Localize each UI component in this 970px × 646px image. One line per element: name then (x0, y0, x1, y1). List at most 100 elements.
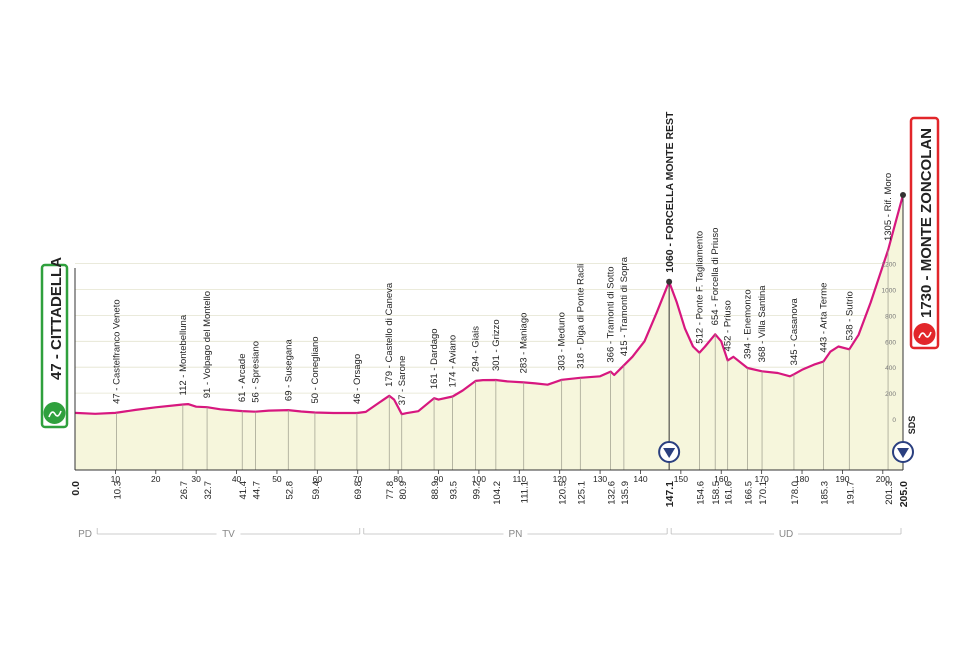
waypoint-label: 443 - Arta Terme (818, 283, 829, 353)
y-tick-label: 200 (885, 391, 896, 398)
waypoint-label: 56 - Spresiano (251, 341, 262, 403)
waypoint-label: 366 - Tramonti di Sotto (606, 266, 617, 362)
x-tick-label: 30 (191, 474, 201, 484)
province-label-bg (73, 527, 98, 539)
province-label-bg (216, 527, 241, 539)
waypoint-km-label: 191.7 (845, 481, 856, 505)
waypoint-km-label: 158.5 (711, 481, 722, 505)
y-tick-label: 400 (885, 365, 896, 372)
waypoint-label: 174 - Aviano (448, 335, 459, 388)
x-tick-label: 180 (795, 474, 809, 484)
x-tick-label: 200 (876, 474, 890, 484)
waypoint-km-label: 201.3 (884, 481, 895, 505)
province-label: TV (222, 529, 235, 540)
finish-flag-glyph (918, 331, 932, 339)
waypoint-label: 161 - Dardago (429, 328, 440, 389)
x-tick-label: 70 (353, 474, 363, 484)
waypoint-label: 47 - Castelfranco Veneto (112, 299, 123, 404)
waypoint-km-label: 80.9 (398, 481, 409, 500)
waypoint-label: 303 - Meduno (557, 312, 568, 371)
finish-badge-text: 1730 - MONTE ZONCOLAN (918, 128, 935, 318)
start-km-label: 0.0 (70, 481, 82, 496)
waypoint-km-label: 99.2 (472, 481, 483, 500)
summit-label: 1060 - FORCELLA MONTE REST (664, 111, 676, 273)
summit-dot (666, 278, 673, 285)
province-label: PD (78, 529, 92, 540)
x-tick-label: 40 (232, 474, 242, 484)
waypoint-km-label: 154.6 (695, 481, 706, 505)
x-tick-label: 80 (393, 474, 403, 484)
sds-label: SDS (907, 416, 917, 435)
x-tick-label: 130 (593, 474, 607, 484)
waypoint-km-label: 32.7 (203, 481, 214, 500)
waypoint-km-label: 120.5 (558, 481, 569, 505)
province-label-bg (774, 527, 799, 539)
waypoint-label: 283 - Maniago (519, 313, 530, 374)
profile-area-layer (74, 194, 905, 470)
x-tick-label: 190 (835, 474, 849, 484)
y-tick-label: 1200 (882, 262, 897, 269)
waypoint-km-label: 41.4 (238, 481, 249, 500)
waypoint-label: 294 - Giais (471, 326, 482, 372)
finish-dot (900, 191, 906, 198)
waypoint-label: 452 - Priuso (723, 300, 734, 351)
waypoint-label: 345 - Casanova (789, 298, 800, 366)
x-tick-label: 100 (472, 474, 486, 484)
province-label: PN (509, 529, 523, 540)
waypoint-label: 50 - Conegliano (310, 336, 321, 403)
x-tick-label: 110 (513, 474, 527, 484)
start-badge: 47 - CITTADELLA (40, 257, 69, 429)
profile-area-fill (75, 195, 903, 470)
start-flag-glyph (48, 410, 62, 418)
finish-km-label: 205.0 (898, 481, 910, 507)
y-tick-label: 0 (892, 417, 896, 424)
sprint-marker-arrow (897, 448, 909, 458)
waypoint-label: 301 - Grizzo (491, 319, 502, 371)
start-badge-text: 47 - CITTADELLA (48, 257, 65, 380)
waypoint-km-label: 44.7 (252, 481, 263, 500)
y-tick-label: 800 (885, 313, 896, 320)
badge-layer: SDS 47 - CITTADELLA 1730 - MONTE ZONCOLAN (40, 116, 940, 463)
waypoint-label: 654 - Forcella di Priuso (710, 228, 721, 326)
profile-line (74, 194, 905, 416)
waypoint-km-label: 52.8 (284, 481, 295, 500)
start-badge-frame (40, 263, 69, 429)
waypoint-km-label: 26.7 (179, 481, 190, 500)
waypoint-km-label: 132.6 (607, 481, 618, 505)
x-tick-label: 60 (313, 474, 323, 484)
waypoint-km-label: 125.1 (576, 481, 587, 505)
waypoint-km-label: 111.1 (520, 481, 531, 503)
x-tick-label: 170 (755, 474, 769, 484)
finish-badge: 1730 - MONTE ZONCOLAN (909, 116, 940, 350)
x-tick-label: 160 (714, 474, 728, 484)
waypoint-km-label: 59.4 (311, 481, 322, 500)
waypoint-km-label: 69.8 (353, 481, 364, 500)
waypoint-km-label: 178.0 (790, 481, 801, 505)
x-axis: 10.3 26.7 32.7 41.4 44.7 52.8 59.4 69.8 77.8 80.9… (70, 469, 910, 507)
waypoint-label: 415 - Tramonti di Sopra (619, 256, 630, 356)
waypoint-label: 69 - Susegana (283, 339, 294, 402)
waypoint-km-label: 161.6 (724, 481, 735, 505)
waypoint-label: 37 - Sarone (397, 356, 408, 406)
y-tick-label: 1000 (882, 288, 897, 295)
y-axis-scale: 0 200 400 600 800 1000 1200 (882, 262, 897, 424)
x-tick-label: 90 (434, 474, 444, 484)
province-label-bg (503, 527, 528, 539)
waypoint-label: 179 - Castello di Caneva (384, 282, 395, 387)
waypoint-km-label: 77.8 (385, 481, 396, 500)
x-tick-label: 50 (272, 474, 282, 484)
waypoint-km-label: 185.3 (819, 481, 830, 505)
waypoint-label: 318 - Diga di Ponte Racli (575, 264, 586, 369)
x-tick-label: 150 (674, 474, 688, 484)
finish-badge-frame (909, 116, 940, 350)
waypoint-km-label: 93.5 (449, 481, 460, 500)
waypoint-label: 368 - Villa Santina (757, 285, 768, 363)
waypoint-label: 61 - Arcade (237, 354, 248, 403)
waypoint-layer: 47 - Castelfranco Veneto 112 - Montebellu… (74, 111, 906, 470)
x-tick-label: 10 (111, 474, 121, 484)
waypoint-label: 112 - Montebelluna (178, 314, 189, 395)
waypoint-km-label: 166.5 (743, 481, 754, 505)
waypoint-km-label: 170.1 (758, 481, 769, 505)
